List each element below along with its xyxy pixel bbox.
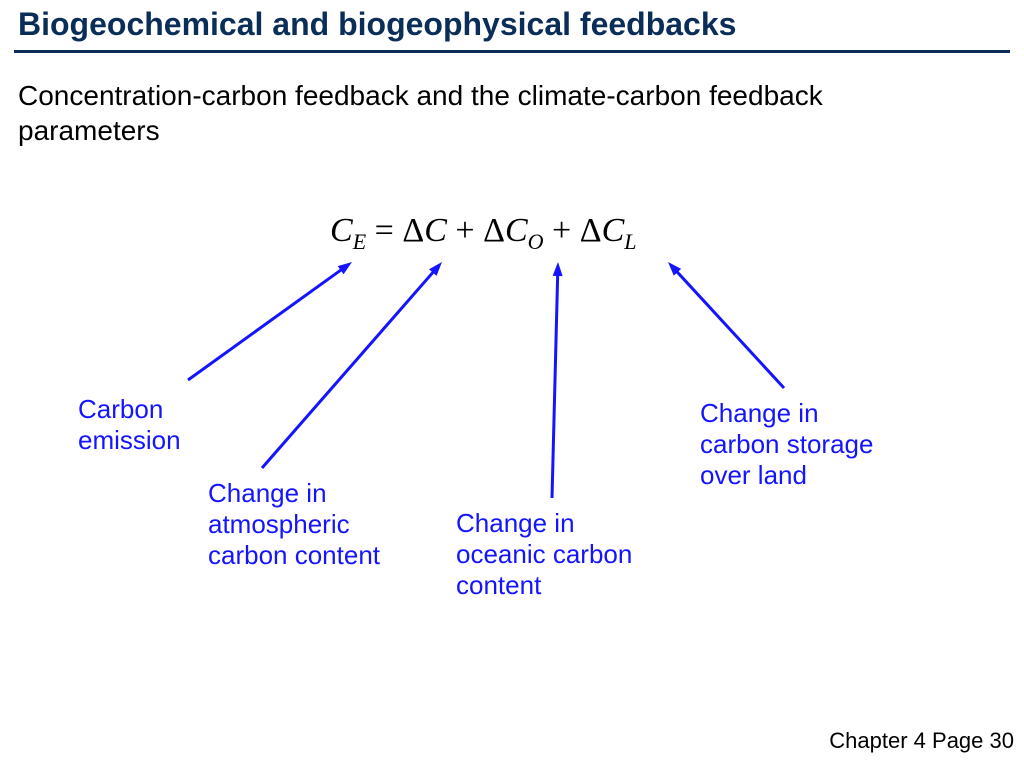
eq-lhs-var: C <box>330 212 353 249</box>
eq-equals: = <box>366 212 402 249</box>
eq-t3-sub: L <box>624 229 636 254</box>
eq-plus2: + <box>544 212 580 249</box>
eq-t2-var: C <box>505 212 528 249</box>
eq-t1-delta: Δ <box>402 212 424 249</box>
equation: CE = ΔC + ΔCO + ΔCL <box>330 212 637 255</box>
eq-t3-var: C <box>602 212 625 249</box>
subtitle: Concentration-carbon feedback and the cl… <box>18 78 938 148</box>
footer-page-number: Chapter 4 Page 30 <box>829 728 1014 754</box>
title-underline <box>14 50 1010 53</box>
eq-t3-delta: Δ <box>580 212 602 249</box>
annotation-carbon-emission: Carbonemission <box>78 394 181 456</box>
annotation-atmospheric-carbon: Change inatmosphericcarbon content <box>208 478 380 572</box>
annotation-oceanic-carbon: Change inoceanic carboncontent <box>456 508 632 602</box>
eq-plus1: + <box>447 212 483 249</box>
page-title: Biogeochemical and biogeophysical feedba… <box>18 6 736 43</box>
eq-lhs-sub: E <box>353 229 366 254</box>
annotation-land-carbon: Change incarbon storageover land <box>700 398 873 492</box>
eq-t2-delta: Δ <box>483 212 505 249</box>
eq-t2-sub: O <box>528 229 544 254</box>
eq-t1-var: C <box>424 212 447 249</box>
